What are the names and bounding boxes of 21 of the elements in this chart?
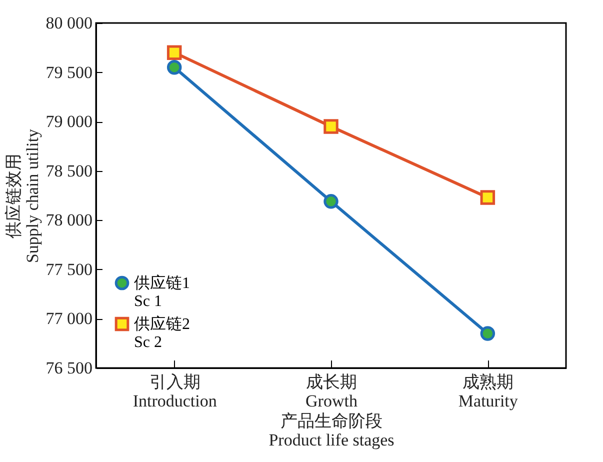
point xyxy=(324,119,338,134)
legend-label: 供应链1 Sc 1 xyxy=(134,274,190,310)
y-tick-label: 77 500 xyxy=(46,260,92,279)
y-axis-title: 供应链效用 Supply chain utility xyxy=(4,128,42,264)
y-tick-label: 79 500 xyxy=(46,62,92,82)
point xyxy=(166,45,182,60)
point xyxy=(324,194,338,209)
x-tick-label: 成熟期 Maturity xyxy=(458,372,518,410)
point xyxy=(480,326,496,341)
x-axis-title: 产品生命阶段 Product life stages xyxy=(268,412,394,450)
x-tick-label: 成长期 Growth xyxy=(306,372,358,410)
x-tick-label: 引入期 Introduction xyxy=(132,372,218,410)
y-tick-label: 78 500 xyxy=(46,161,92,180)
y-tick-label: 76 500 xyxy=(46,358,92,378)
y-tick-label: 79 000 xyxy=(46,112,92,132)
y-tick-label: 78 000 xyxy=(46,210,92,230)
y-tick-label: 77 000 xyxy=(46,309,92,328)
point xyxy=(166,60,182,75)
y-tick-label: 80 000 xyxy=(46,14,92,32)
legend-label: 供应链2 Sc 2 xyxy=(134,315,190,351)
point xyxy=(480,190,496,205)
